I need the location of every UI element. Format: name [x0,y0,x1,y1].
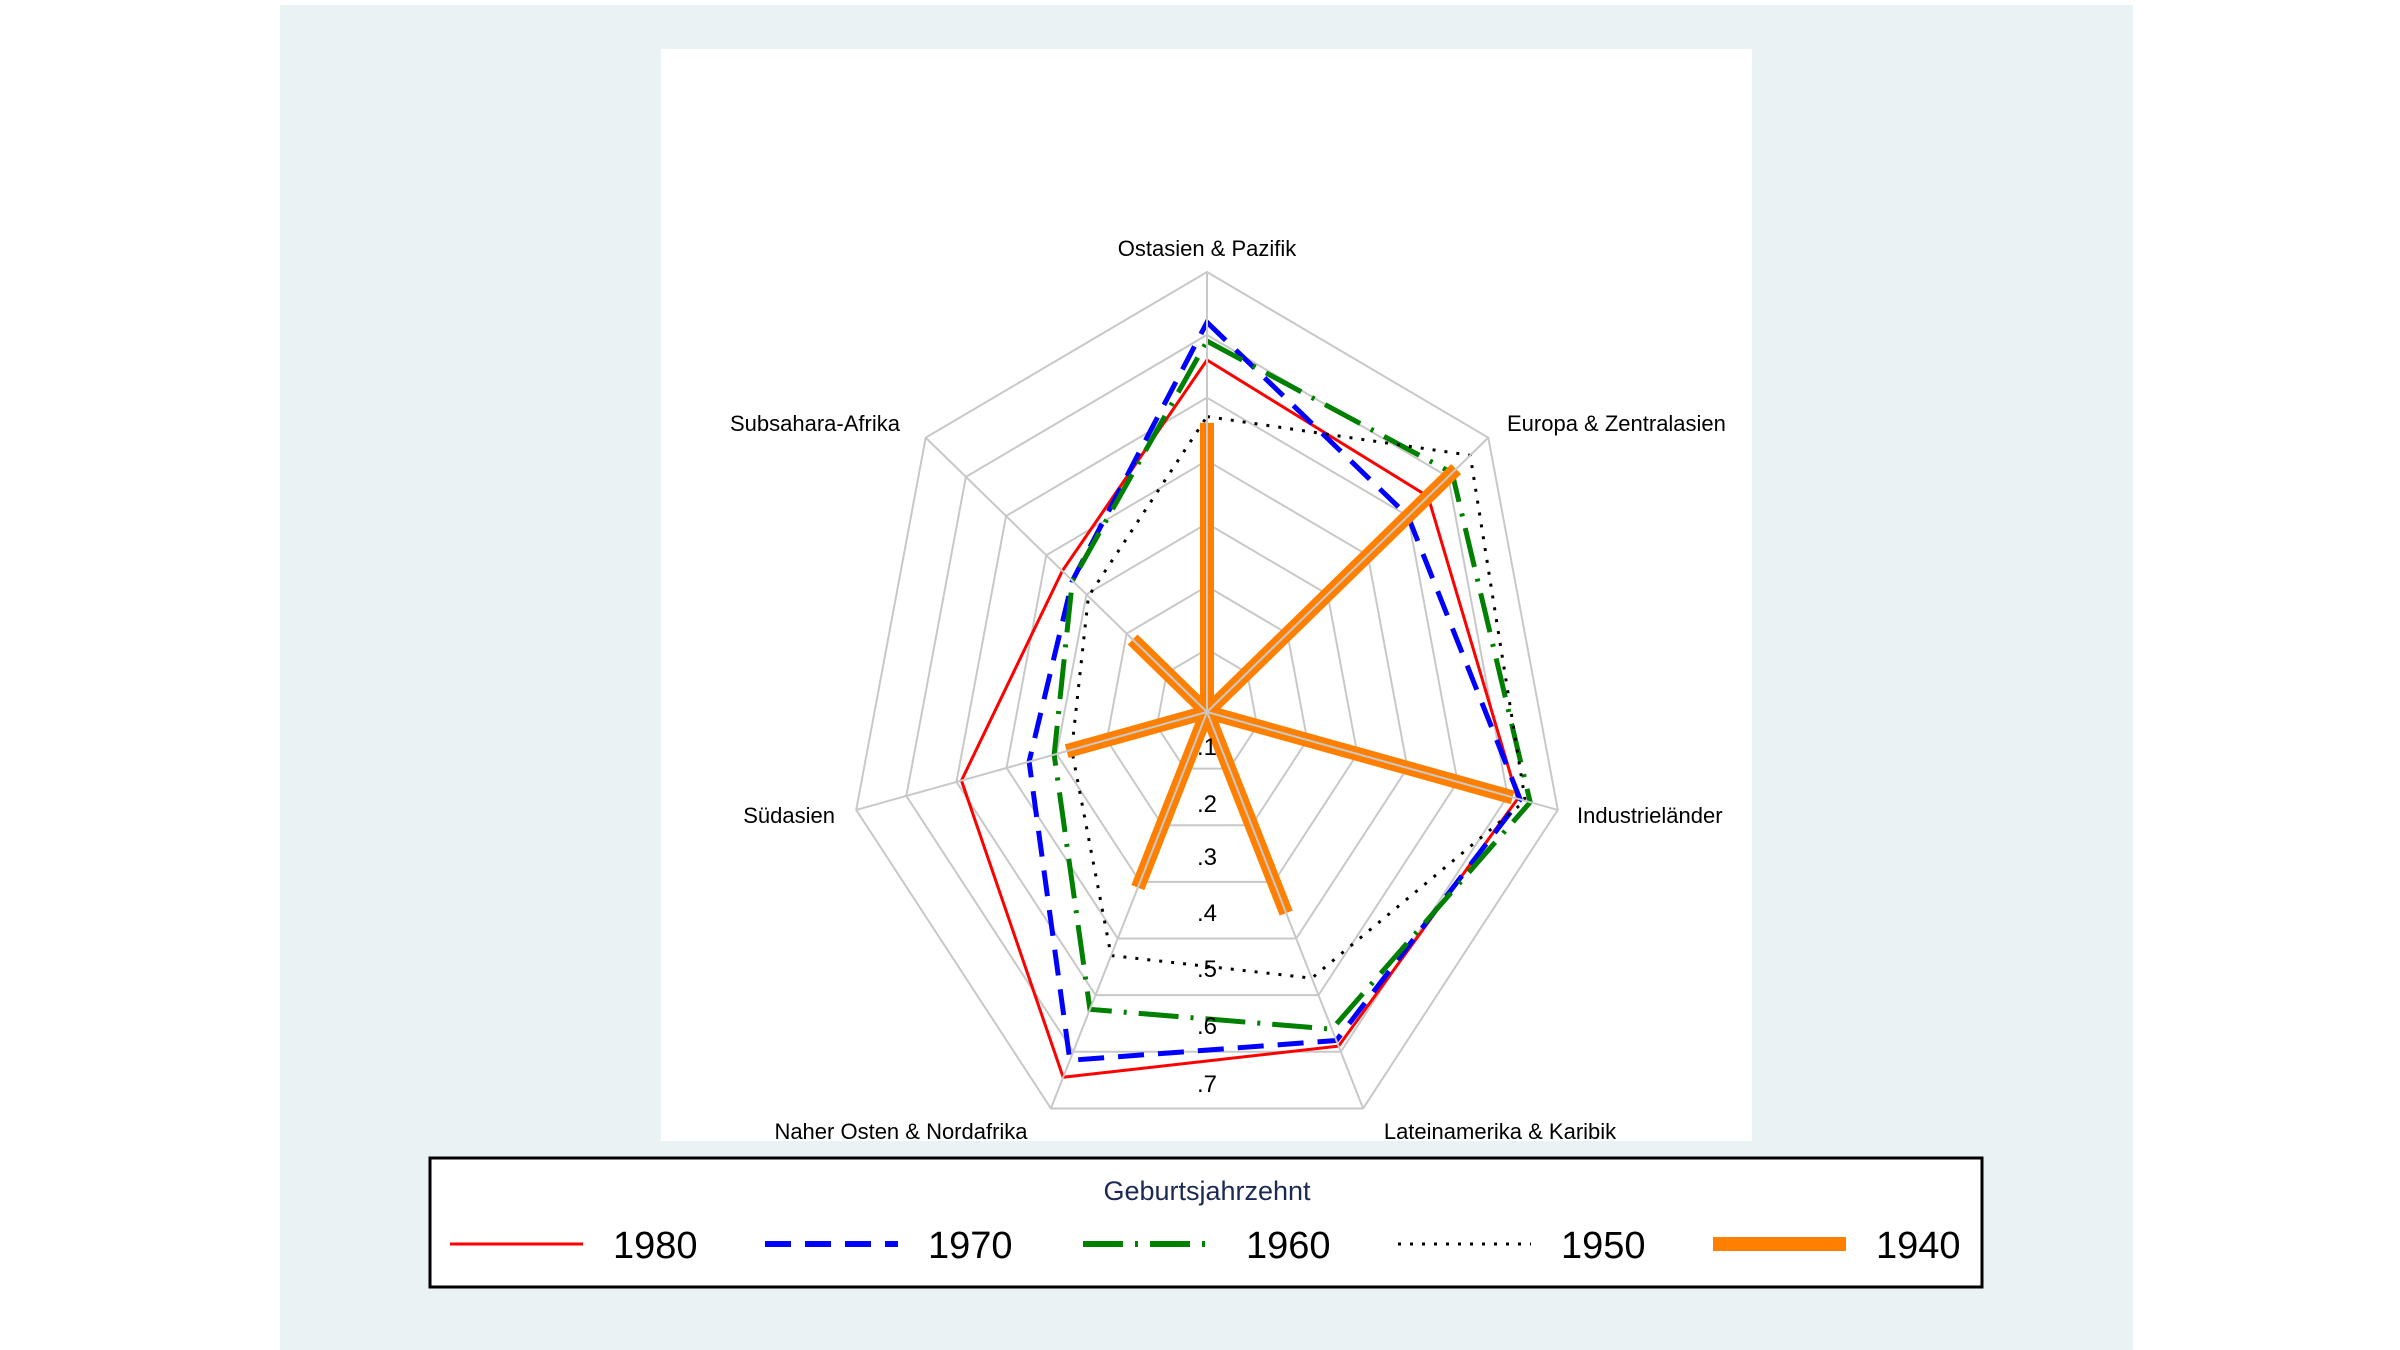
tick-label: .6 [1197,1013,1217,1040]
axis-spoke [855,711,1208,811]
axis-spoke [1206,436,1490,713]
legend-item-1960: 1960 [1083,1225,1331,1267]
series-1960-line [1051,337,1533,1032]
legend-title: Geburtsjahrzehnt [1103,1176,1311,1206]
axis-label: Industrieländer [1577,803,1723,828]
axis-spoke [1206,711,1365,1109]
axis-label: Lateinamerika & Karibik [1384,1119,1617,1144]
series-1980-line [959,357,1520,1079]
axis-label: Europa & Zentralasien [1507,411,1726,436]
axis-label: Naher Osten & Nordafrika [774,1119,1028,1144]
legend: Geburtsjahrzehnt 1980 1970 1960 1950 1940 [428,1156,1984,1289]
axis-label: Südasien [743,803,835,828]
series-1970-line [1026,318,1524,1063]
tick-label: .5 [1197,956,1217,983]
legend-box [428,1156,1984,1289]
grid-ring [1105,585,1309,827]
legend-label: 1980 [613,1225,698,1267]
series-1950-line [1070,414,1527,980]
tick-label: .4 [1197,900,1217,927]
axis-spoke [924,436,1208,713]
axis-spoke [1049,711,1208,1109]
legend-label: 1940 [1876,1225,1961,1267]
tick-labels: .1 .2 .3 .4 .5 .6 .7 [1197,734,1217,1098]
grid-ring [1055,522,1359,883]
legend-label: 1960 [1246,1225,1331,1267]
tick-label: .1 [1197,734,1217,761]
grid-ring [1155,647,1259,770]
legend-label: 1950 [1561,1225,1646,1267]
axis-labels: Ostasien & Pazifik Europa & Zentralasien I… [730,236,1726,1144]
legend-item-1950: 1950 [1398,1225,1646,1267]
axis-label: Ostasien & Pazifik [1118,236,1298,261]
grid-ring [955,396,1459,997]
tick-label: .7 [1197,1071,1217,1098]
grid-ring [855,270,1559,1110]
legend-label: 1970 [928,1225,1013,1267]
legend-item-1940: 1940 [1713,1225,1961,1267]
tick-label: .2 [1197,791,1217,818]
tick-label: .3 [1197,844,1217,871]
legend-item-1970: 1970 [765,1225,1013,1267]
axis-spoke [1206,711,1559,811]
grid-ring [1005,459,1409,940]
legend-item-1980: 1980 [450,1225,698,1267]
axis-label: Subsahara-Afrika [730,411,901,436]
